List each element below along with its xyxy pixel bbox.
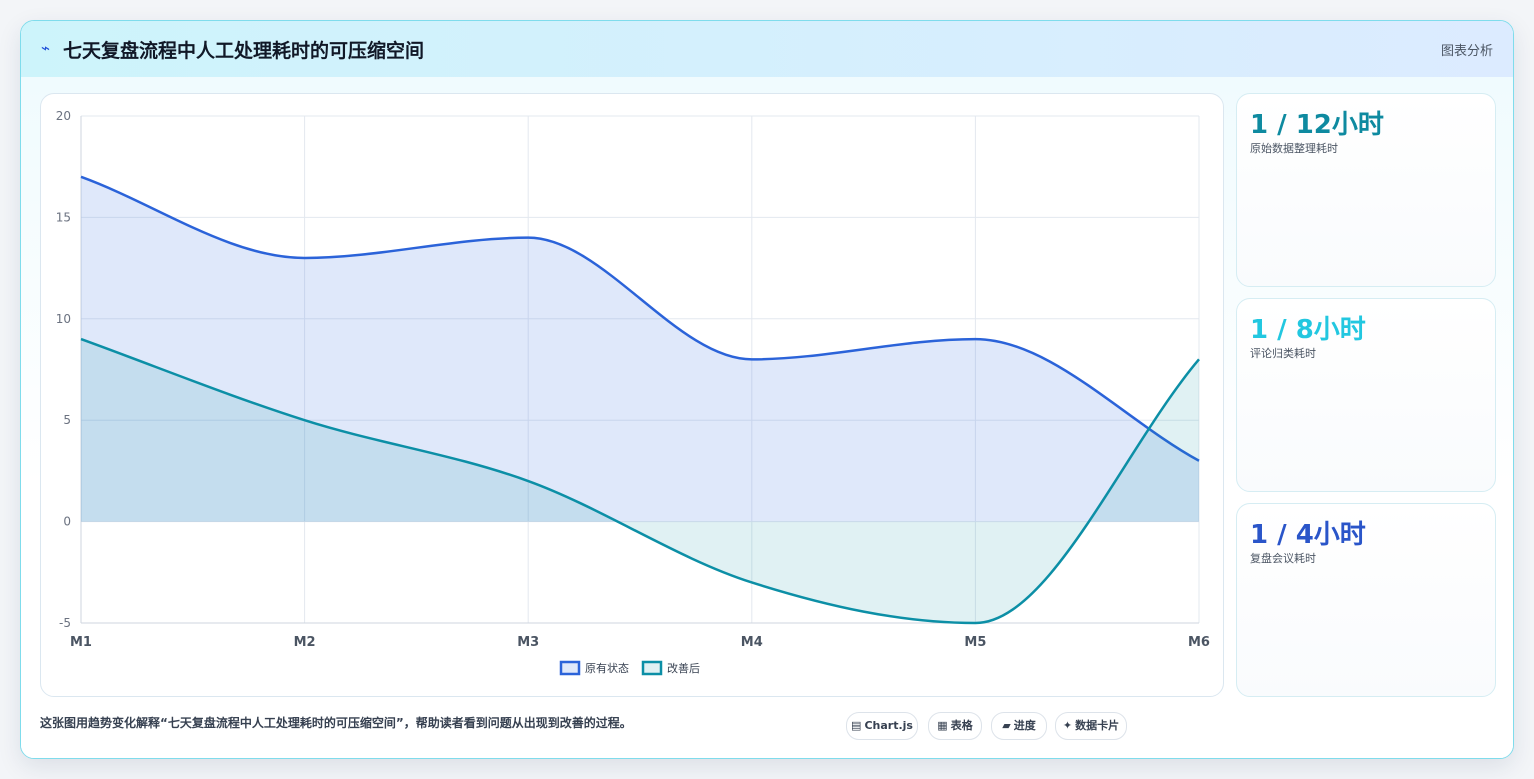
stat-value: 1 / 8小时: [1250, 315, 1366, 345]
stat-value: 1 / 4小时: [1250, 520, 1366, 550]
area-chart: 20 15 10 5 0 -5 M1 M2 M3 M4 M5 M6 原有状态 改善后: [56, 109, 1210, 676]
x-tick-label: M2: [294, 635, 316, 650]
series-area-2: [81, 339, 1199, 623]
stat-label: 复盘会议耗时: [1250, 552, 1316, 565]
x-tick-label: M1: [70, 635, 92, 650]
stat-label: 原始数据整理耗时: [1250, 142, 1338, 155]
chart-description: 这张图用趋势变化解释“七天复盘流程中人工处理耗时的可压缩空间”，帮助读者看到问题…: [40, 716, 632, 730]
series-line-1: [80, 175, 1200, 462]
progress-icon: ▰: [1002, 719, 1011, 732]
pill-progress[interactable]: ▰ 进度: [991, 712, 1047, 740]
x-tick-label: M4: [741, 635, 763, 650]
stat-card-2: 1 / 8小时 评论归类耗时: [1236, 298, 1496, 492]
sparkle-icon: ✦: [1062, 719, 1073, 732]
legend-label: 改善后: [667, 661, 700, 675]
category-tag: 图表分析: [1440, 44, 1493, 59]
x-tick-label: M3: [517, 635, 539, 650]
pill-chartjs[interactable]: ▤ Chart.js: [846, 712, 918, 740]
chart-icon: ▤: [851, 719, 862, 732]
pill-label: 进度: [1013, 719, 1036, 732]
series-line-2: [80, 337, 1200, 625]
page-title: 七天复盘流程中人工处理耗时的可压缩空间: [63, 40, 425, 62]
y-tick-label: 0: [63, 515, 71, 529]
stat-label: 评论归类耗时: [1250, 347, 1316, 360]
y-tick-label: 5: [63, 413, 71, 427]
y-tick-label: -5: [59, 616, 71, 630]
lightning-icon: ⌁: [41, 39, 51, 57]
y-tick-label: 20: [56, 109, 71, 123]
stat-card-1: 1 / 12小时 原始数据整理耗时: [1236, 93, 1496, 287]
table-icon: ▦: [937, 719, 948, 732]
y-tick-label: 10: [56, 312, 71, 326]
stat-value: 1 / 12小时: [1250, 110, 1384, 140]
pill-label: 表格: [950, 719, 973, 732]
chart-card: ⌁ 七天复盘流程中人工处理耗时的可压缩空间 图表分析 20 15 10 5 0 -5 M1 M…: [20, 20, 1514, 759]
pill-data-cards[interactable]: ✦ 数据卡片: [1055, 712, 1127, 740]
card-header: ⌁ 七天复盘流程中人工处理耗时的可压缩空间 图表分析: [21, 21, 1513, 77]
y-tick-label: 15: [56, 210, 71, 224]
pill-table[interactable]: ▦ 表格: [928, 712, 982, 740]
x-tick-label: M6: [1188, 635, 1210, 650]
chart-panel: 20 15 10 5 0 -5 M1 M2 M3 M4 M5 M6 原有状态 改善后: [40, 93, 1224, 697]
legend-label: 原有状态: [585, 661, 629, 675]
legend-swatch: [641, 660, 663, 676]
x-tick-label: M5: [964, 635, 986, 650]
pill-label: 数据卡片: [1075, 719, 1120, 732]
pill-label: Chart.js: [864, 719, 913, 732]
legend-swatch: [559, 660, 581, 676]
stat-card-3: 1 / 4小时 复盘会议耗时: [1236, 503, 1496, 697]
